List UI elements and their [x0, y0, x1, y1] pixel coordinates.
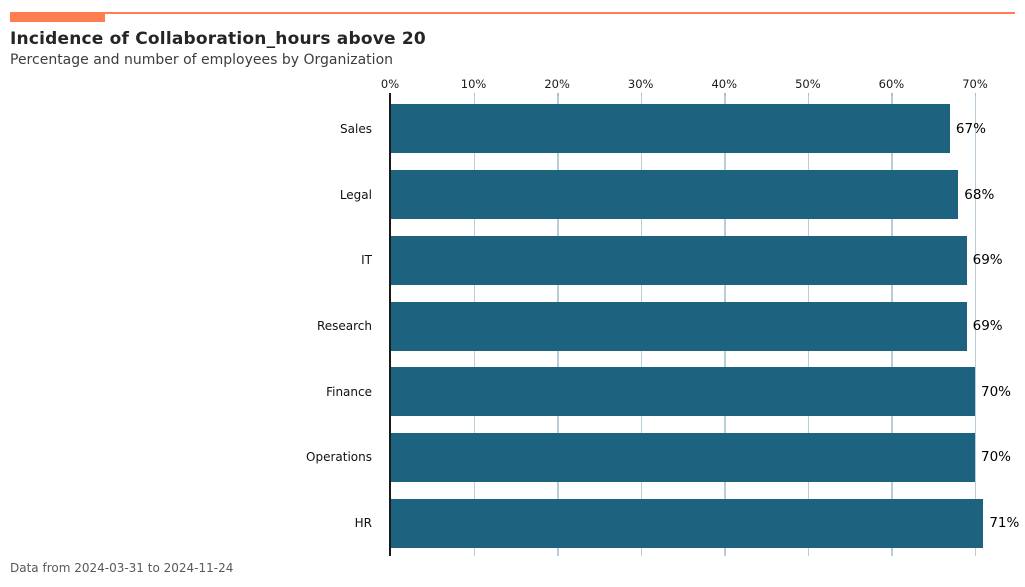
x-axis-tick-label: 40% — [711, 77, 738, 91]
value-label: 71% — [989, 515, 1020, 532]
bar-track: 70% — [390, 359, 1025, 425]
bar-row: Research 69% — [0, 293, 1025, 359]
x-axis-tick-label: 10% — [460, 77, 487, 91]
value-label: 68% — [964, 186, 995, 203]
bar — [390, 170, 959, 220]
bar-track: 67% — [390, 96, 1025, 162]
y-axis-spine — [389, 93, 391, 556]
x-axis-tick-label: 30% — [627, 77, 654, 91]
bar-track: 68% — [390, 162, 1025, 228]
bar-track: 70% — [390, 425, 1025, 491]
category-label: Research — [316, 319, 372, 334]
category-label: IT — [361, 253, 372, 268]
gridline — [974, 96, 977, 556]
bar-track: 69% — [390, 293, 1025, 359]
x-axis-tick-label: 0% — [380, 77, 400, 91]
bar — [390, 301, 967, 351]
accent-block — [10, 12, 105, 22]
bar-row: HR 71% — [0, 490, 1025, 556]
category-label: Operations — [306, 450, 372, 465]
value-label: 70% — [980, 449, 1011, 466]
chart-subtitle: Percentage and number of employees by Or… — [10, 52, 394, 68]
x-axis-tick-label: 20% — [544, 77, 570, 91]
x-axis-labels: 0% 10% 20% 30% 40% 50% 60% 70% — [0, 77, 1025, 91]
category-label: Sales — [340, 121, 372, 136]
category-label: Finance — [326, 384, 372, 399]
bar-track: 69% — [390, 227, 1025, 293]
value-label: 69% — [972, 252, 1003, 269]
x-axis-tick-label: 50% — [795, 77, 821, 91]
bar — [390, 432, 975, 482]
bar — [390, 104, 950, 154]
bar — [390, 367, 975, 417]
category-label: HR — [354, 516, 372, 531]
bar — [390, 235, 967, 285]
value-label: 69% — [972, 318, 1003, 335]
accent-line — [105, 12, 1015, 14]
chart-title: Incidence of Collaboration_hours above 2… — [10, 29, 426, 49]
value-label: 70% — [980, 383, 1011, 400]
bar — [390, 498, 984, 548]
bar-row: IT 69% — [0, 227, 1025, 293]
x-axis-tick-label: 70% — [962, 77, 988, 91]
bar-row: Legal 68% — [0, 162, 1025, 228]
bar-track: 71% — [390, 490, 1025, 556]
bar-row: Sales 67% — [0, 96, 1025, 162]
bar-row: Finance 70% — [0, 359, 1025, 425]
category-label: Legal — [339, 187, 372, 202]
footer-caption: Data from 2024-03-31 to 2024-11-24 — [10, 561, 234, 575]
bar-rows: Sales 67% Legal 68% IT 69% Research 69% Finance 7… — [0, 96, 1025, 556]
x-axis-tick-label: 60% — [878, 77, 905, 91]
value-label: 67% — [955, 120, 986, 137]
bar-row: Operations 70% — [0, 425, 1025, 491]
